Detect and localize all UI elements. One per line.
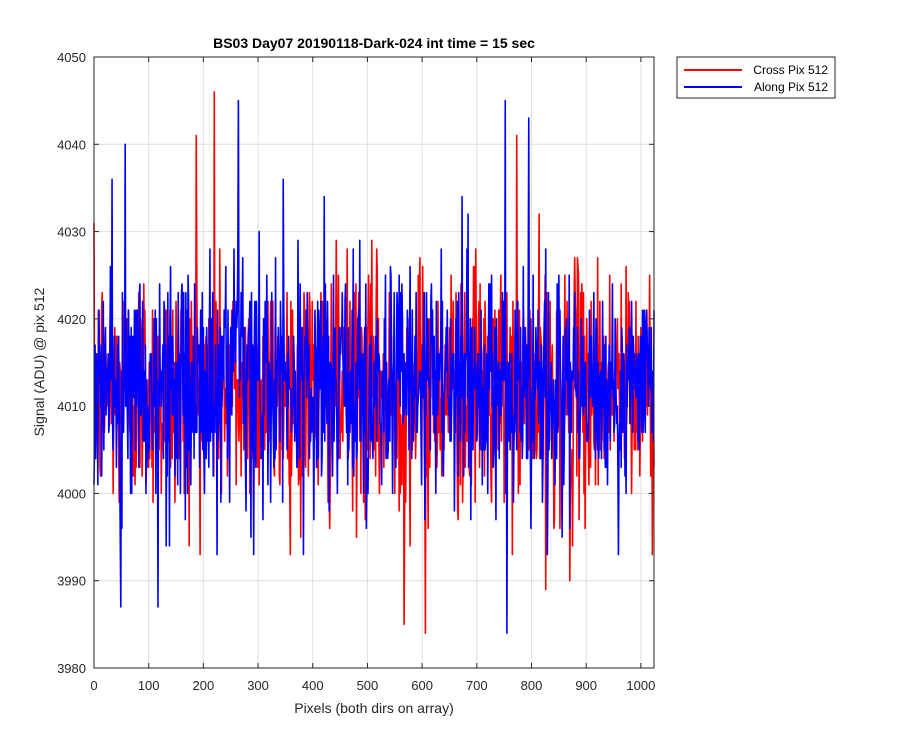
series-line-along [93,99,655,634]
y-tick-label: 4040 [57,137,86,152]
x-tick-label: 500 [357,678,379,693]
y-tick-label: 3980 [57,661,86,676]
series-group [93,91,655,634]
x-tick-label: 300 [247,678,269,693]
x-tick-label: 1000 [626,678,655,693]
plot-frame [93,56,655,669]
y-tick-label: 4020 [57,312,86,327]
legend-box [676,56,836,99]
x-tick-label: 800 [521,678,543,693]
x-tick-label: 600 [411,678,433,693]
x-tick-label: 900 [575,678,597,693]
y-tick-label: 3990 [57,574,86,589]
x-tick-label: 700 [466,678,488,693]
chart-title: BS03 Day07 20190118-Dark-024 int time = … [213,35,535,51]
y-tick-label: 4010 [57,399,86,414]
x-tick-label: 200 [193,678,215,693]
x-axis-label: Pixels (both dirs on array) [294,700,454,716]
x-tick-label: 400 [302,678,324,693]
x-tick-label: 0 [90,678,97,693]
y-tick-label: 4000 [57,486,86,501]
axis-ticks: 0 100 200 300 400 500 600 700 800 900 1000 3980 3990… [57,50,655,693]
y-tick-label: 4050 [57,50,86,65]
x-tick-label: 100 [138,678,160,693]
legend-label-along: Along Pix 512 [754,80,828,94]
y-axis-label: Signal (ADU) @ pix 512 [31,287,47,436]
y-tick-label: 4030 [57,225,86,240]
legend: Cross Pix 512 Along Pix 512 [676,56,836,99]
legend-label-cross: Cross Pix 512 [753,63,828,77]
